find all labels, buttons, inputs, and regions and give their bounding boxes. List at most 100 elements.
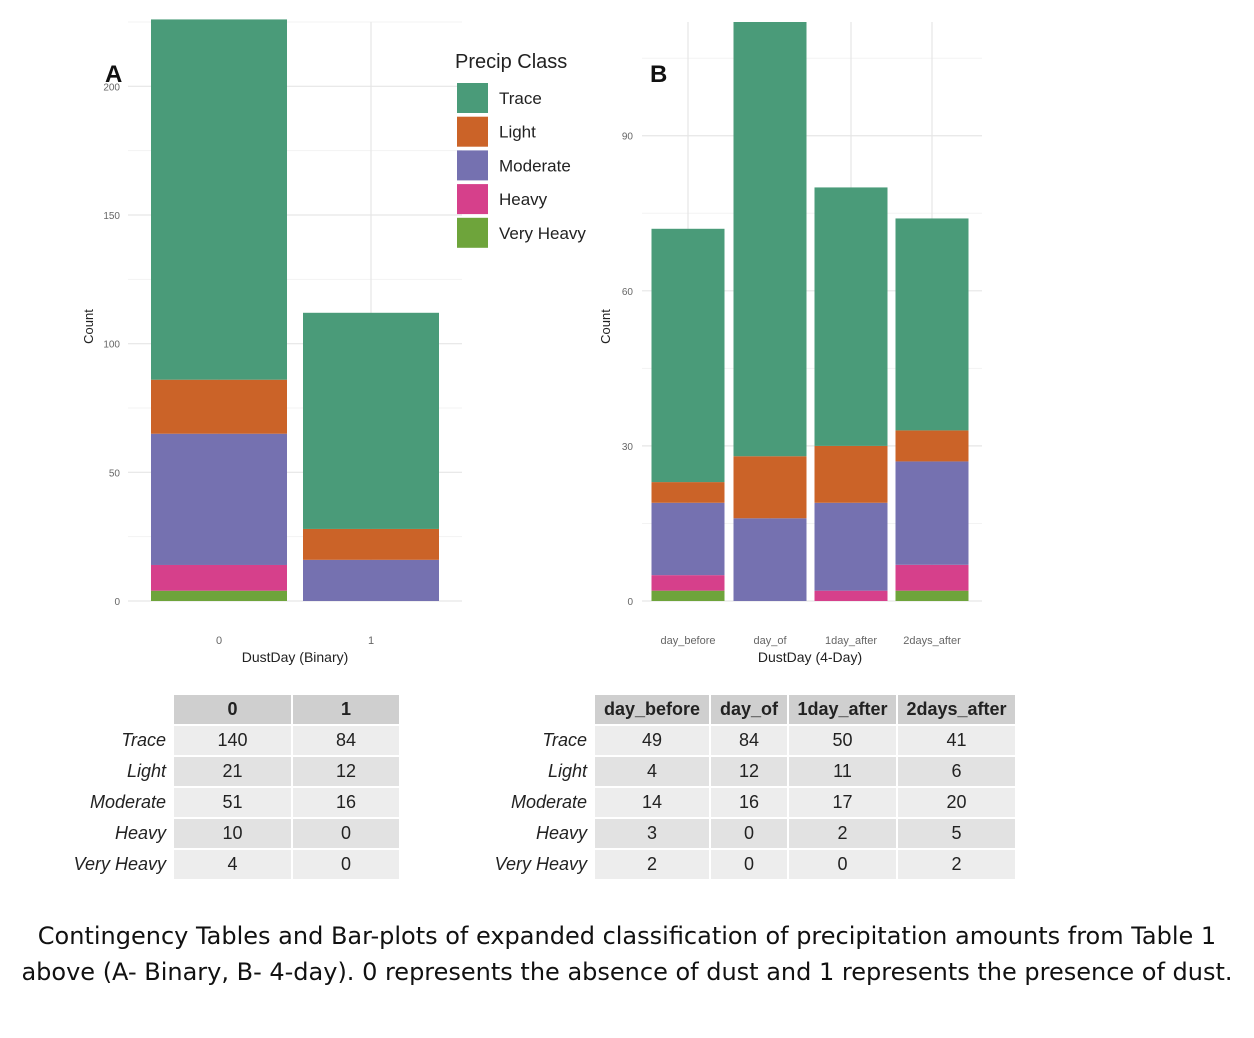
x-tick-label: 1	[368, 635, 374, 647]
table-cell: 2	[789, 819, 896, 848]
bar-segment-light	[651, 482, 725, 503]
row-label: Moderate	[89, 792, 166, 812]
bar-segment-trace	[651, 228, 725, 483]
y-axis-title: Count	[598, 309, 613, 344]
y-tick-label: 90	[622, 132, 634, 143]
y-tick-label: 0	[114, 597, 120, 608]
row-label: Very Heavy	[73, 854, 166, 874]
bar-segment-very-heavy	[651, 590, 725, 601]
panel-label: A	[105, 61, 122, 88]
legend-swatch	[457, 184, 488, 215]
figure-charts: 0 50 100 150 200 0 1 DustDay (Binary) Count A 0 30…	[81, 19, 982, 665]
bar-segment-light	[814, 445, 888, 503]
y-tick-label: 60	[622, 287, 634, 298]
bar-segment-very-heavy	[895, 590, 969, 601]
bar-segment-moderate	[303, 559, 439, 601]
y-tick-label: 200	[103, 82, 120, 93]
table-cell: 12	[293, 757, 399, 786]
table-cell: 6	[898, 757, 1015, 786]
bar-segment-heavy	[651, 575, 725, 591]
table-cell: 51	[174, 788, 291, 817]
row-label: Trace	[121, 730, 166, 750]
column-header: 1	[293, 695, 399, 724]
legend-title: Precip Class	[455, 51, 567, 73]
chart-b-four-day: 0 30 60 90 day_before day_of 1day_after 2days_a…	[598, 22, 982, 665]
table-cell: 41	[898, 726, 1015, 755]
table-cell: 0	[711, 850, 787, 879]
legend-swatch	[457, 217, 488, 248]
table-row: Very Heavy 4 0	[72, 850, 399, 879]
column-header: 1day_after	[789, 695, 896, 724]
figure-caption: Contingency Tables and Bar-plots of expa…	[21, 922, 1233, 986]
bar-segment-moderate	[151, 433, 287, 565]
bar-segment-trace	[303, 312, 439, 529]
x-tick-label: day_of	[753, 635, 787, 647]
x-axis-title: DustDay (Binary)	[242, 649, 349, 665]
panel-label: B	[650, 61, 667, 88]
bar-segment-trace	[895, 218, 969, 431]
table-cell: 16	[293, 788, 399, 817]
x-axis-title: DustDay (4-Day)	[758, 649, 862, 665]
table-cell: 49	[595, 726, 709, 755]
table-cell: 14	[595, 788, 709, 817]
contingency-table-four-day: day_before day_of 1day_after 2days_after Tra…	[491, 693, 1017, 881]
legend-item-label: Moderate	[499, 156, 571, 175]
table-cell: 5	[898, 819, 1015, 848]
bar-segment-moderate	[733, 518, 807, 601]
table-cell: 0	[293, 850, 399, 879]
legend-item-label: Heavy	[499, 190, 548, 209]
table-row: Heavy 3 0 2 5	[493, 819, 1015, 848]
table-cell: 84	[711, 726, 787, 755]
y-tick-label: 30	[622, 442, 634, 453]
column-header: 0	[174, 695, 291, 724]
legend-swatch	[457, 150, 488, 181]
table-row: Moderate 14 16 17 20	[493, 788, 1015, 817]
table-cell: 50	[789, 726, 896, 755]
legend-swatch	[457, 116, 488, 147]
table-cell: 0	[293, 819, 399, 848]
bar-segment-heavy	[895, 564, 969, 591]
table-row: Moderate 51 16	[72, 788, 399, 817]
bar-segment-heavy	[814, 590, 888, 601]
chart-a-binary: 0 50 100 150 200 0 1 DustDay (Binary) Count A	[81, 19, 462, 665]
table-row: Heavy 10 0	[72, 819, 399, 848]
column-header: day_of	[711, 695, 787, 724]
x-tick-label: 0	[216, 635, 222, 647]
row-label: Very Heavy	[494, 854, 587, 874]
row-label: Heavy	[114, 823, 166, 843]
table-cell: 4	[595, 757, 709, 786]
x-tick-label: day_before	[660, 635, 715, 647]
table-cell: 20	[898, 788, 1015, 817]
table-cell: 0	[711, 819, 787, 848]
table-row: Very Heavy 2 0 0 2	[493, 850, 1015, 879]
bar-segment-moderate	[895, 461, 969, 565]
legend-item-label: Very Heavy	[499, 224, 586, 243]
bar-segment-light	[303, 528, 439, 560]
table-cell: 2	[595, 850, 709, 879]
y-axis-title: Count	[81, 309, 96, 344]
table-cell: 12	[711, 757, 787, 786]
table-cell: 16	[711, 788, 787, 817]
legend-item-label: Trace	[499, 89, 542, 108]
row-label: Light	[126, 761, 166, 781]
bar-segment-light	[733, 456, 807, 519]
y-tick-label: 50	[109, 468, 121, 479]
bar-segment-trace	[814, 187, 888, 446]
table-cell: 11	[789, 757, 896, 786]
table-cell: 84	[293, 726, 399, 755]
row-label: Light	[547, 761, 587, 781]
bar-segment-very-heavy	[151, 590, 287, 601]
table-row: Trace 49 84 50 41	[493, 726, 1015, 755]
bar-segment-moderate	[814, 502, 888, 591]
table-cell: 2	[898, 850, 1015, 879]
table-cell: 3	[595, 819, 709, 848]
x-tick-label: 2days_after	[903, 635, 961, 647]
bar-segment-light	[895, 430, 969, 462]
table-cell: 4	[174, 850, 291, 879]
table-cell: 10	[174, 819, 291, 848]
bar-segment-light	[151, 379, 287, 434]
legend-item-label: Light	[499, 123, 536, 142]
table-cell: 140	[174, 726, 291, 755]
y-tick-label: 150	[103, 211, 120, 222]
legend-swatch	[457, 83, 488, 113]
